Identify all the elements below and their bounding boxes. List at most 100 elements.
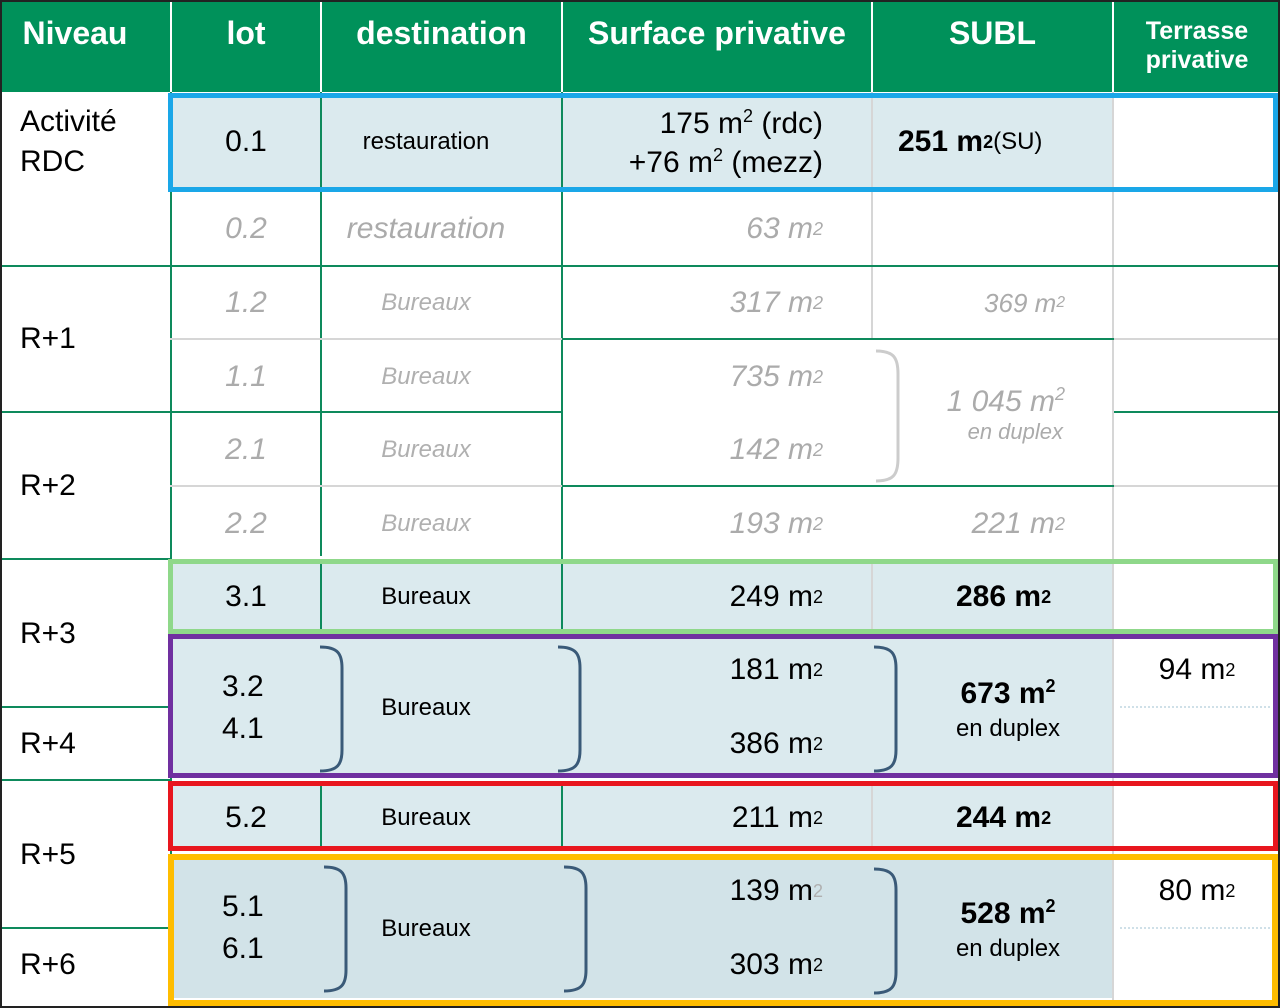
grid-line [0,779,170,781]
row-fill-3-2-4-1 [170,636,1112,776]
grouping-brace [318,644,358,774]
subl-cell: 1 045 m2 en duplex [873,370,1065,458]
grid-line [1114,338,1280,340]
header-lot: lot [226,14,266,51]
header-divider [1112,0,1114,92]
lot-cell: 2.2 [225,507,267,540]
grid-line [562,485,1114,487]
subl-value: 528 m2 [960,895,1056,930]
lot-cell: 1.2 [225,286,267,319]
destination-cell: Bureaux [381,804,471,831]
lot-cell-group: 5.1 6.1 [222,884,312,972]
subl-cell: 528 m2 en duplex [910,884,1106,974]
terrasse-dotted-line [1120,927,1270,929]
grid-line [320,782,322,850]
grid-line [170,485,562,487]
grouping-brace [556,644,596,774]
grid-line [1114,485,1280,487]
grid-line [0,558,170,560]
grid-line [0,265,1280,267]
header-divider [561,0,563,92]
level-rdc-line1: Activité [20,104,117,138]
grid-line [170,92,172,1008]
destination-cell: Bureaux [381,915,471,942]
level-r2: R+2 [20,469,76,502]
grouping-brace [872,348,912,484]
row-fill-5-1-6-1 [170,856,1112,998]
row-fill-3-1 [170,560,1112,632]
subl-note: en duplex [955,714,1061,742]
lot-value: 6.1 [222,932,264,965]
grid-line [871,782,873,850]
grid-line [0,411,562,413]
grid-line [871,560,873,632]
lot-cell: 0.1 [225,125,267,158]
grid-line [0,927,170,929]
destination-cell: Bureaux [381,363,471,390]
destination-cell: restauration [362,128,490,155]
grouping-brace [872,644,912,774]
lot-value: 4.1 [222,712,264,745]
header-subl: SUBL [948,14,1037,51]
grid-line [561,92,563,632]
lot-cell-group: 3.2 4.1 [222,664,312,752]
subl-note: en duplex [967,418,1063,444]
destination-cell: Bureaux [381,694,471,721]
lot-cell: 0.2 [225,212,267,245]
grid-line [320,560,322,632]
header-divider [320,0,322,92]
destination-cell: Bureaux [381,510,471,537]
header-destination: destination [356,14,527,51]
grid-line [0,706,170,708]
destination-cell: Bureaux [381,289,471,316]
lot-value: 5.1 [222,890,264,923]
level-r3: R+3 [20,617,76,650]
lot-cell: 1.1 [225,360,267,393]
grouping-brace [322,864,362,994]
grouping-brace [872,866,912,996]
highlight-box-orange [168,854,1278,1006]
grouping-brace [562,864,602,994]
header-surface-privative: Surface privative [588,14,846,51]
surface-line: 175 m2 (rdc) [659,106,823,140]
destination-cell: Bureaux [381,436,471,463]
header-terrasse-line2: privative [1145,46,1249,74]
header-divider [170,0,172,92]
surface-line: +76 m2 (mezz) [628,145,823,179]
header-divider [871,0,873,92]
highlight-box-red [168,781,1278,851]
level-rdc-line2: RDC [20,145,85,178]
grid-line [1112,92,1114,1008]
lot-cell: 2.1 [225,433,267,466]
subl-cell: 673 m2 en duplex [910,664,1106,754]
grid-line [561,782,563,850]
level-r4: R+4 [20,727,76,760]
row-fill-5-2 [170,782,1112,850]
level-r1: R+1 [20,322,76,355]
header-niveau: Niveau [22,14,128,51]
subl-note: en duplex [955,934,1061,962]
grid-line [1114,411,1280,413]
row-fill-0-1 [170,94,1112,190]
level-r6: R+6 [20,948,76,981]
grid-line [562,338,1114,340]
